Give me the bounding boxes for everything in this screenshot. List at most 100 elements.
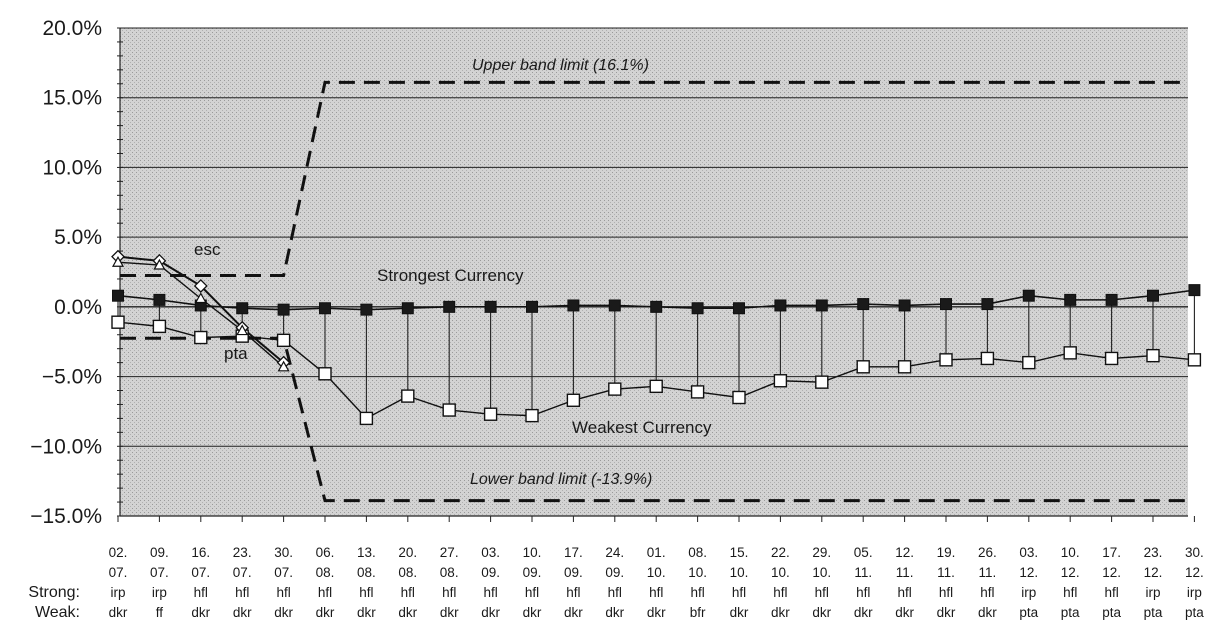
x-tick-month: 08.	[398, 565, 417, 580]
weak-currency-label: ff	[156, 605, 164, 620]
x-tick-date: 09.	[150, 545, 169, 560]
x-tick-month: 10.	[647, 565, 666, 580]
x-tick-date: 03.	[1019, 545, 1038, 560]
x-tick-month: 12.	[1185, 565, 1204, 580]
weak-currency-label: dkr	[357, 605, 376, 620]
x-tick-month: 10.	[688, 565, 707, 580]
y-tick-label: −10.0%	[30, 435, 102, 458]
y-tick-label: 20.0%	[42, 17, 102, 40]
esc-label: esc	[194, 240, 221, 259]
strong-currency-label: irp	[152, 585, 167, 600]
x-tick-date: 12.	[895, 545, 914, 560]
x-tick-date: 29.	[812, 545, 831, 560]
weak-currency-label: dkr	[316, 605, 335, 620]
pta-point	[236, 324, 249, 336]
weakest-currency-point	[939, 353, 953, 367]
strong-currency-label: hfl	[649, 585, 663, 600]
weakest-currency-point	[773, 374, 788, 388]
strongest-currency-point	[1064, 293, 1077, 306]
x-tick-date: 30.	[1185, 545, 1204, 560]
strong-currency-label: hfl	[194, 585, 208, 600]
weakest-currency-point	[1063, 346, 1077, 360]
strong-currency-label: hfl	[608, 585, 622, 600]
strongest-currency-point	[1105, 293, 1118, 306]
pta-point	[111, 256, 125, 267]
y-tick-label: 15.0%	[42, 87, 102, 110]
upper-band-label: Upper band limit (16.1%)	[472, 57, 649, 74]
weak-currency-label: pta	[1102, 605, 1121, 620]
x-axis	[117, 515, 1195, 522]
x-tick-date: 24.	[605, 545, 624, 560]
weakest-currency-point	[856, 360, 870, 374]
strong-currency-label: hfl	[235, 585, 249, 600]
x-tick-date: 05.	[854, 545, 873, 560]
strong-currency-label: hfl	[401, 585, 415, 600]
weak-currency-label: dkr	[647, 605, 666, 620]
strongest-currency-point	[1022, 289, 1035, 302]
x-tick-date: 26.	[978, 545, 997, 560]
x-tick-date: 17.	[1102, 545, 1121, 560]
pta-point	[277, 360, 290, 372]
strongest-currency-point	[733, 302, 745, 315]
plot-area	[120, 28, 1188, 516]
strong-currency-label: hfl	[773, 585, 787, 600]
x-tick-date: 23.	[1144, 545, 1163, 560]
annotations: Upper band limit (16.1%) Lower band limi…	[194, 57, 712, 488]
strongest-currency-point	[898, 299, 911, 312]
strong-currency-label: irp	[1145, 585, 1160, 600]
weak-currency-label: dkr	[274, 605, 293, 620]
strongest-currency-point	[319, 302, 331, 315]
strong-currency-label: irp	[1187, 585, 1202, 600]
weakest-currency-point	[649, 379, 663, 394]
x-tick-month: 10.	[771, 565, 790, 580]
x-tick-date: 15.	[730, 545, 749, 560]
weak-currency-label: pta	[1185, 605, 1204, 620]
strongest-currency-point	[112, 289, 124, 302]
weak-currency-label: dkr	[854, 605, 873, 620]
weak-currency-label: pta	[1019, 605, 1038, 620]
weak-currency-label: dkr	[730, 605, 749, 620]
strong-currency-label: hfl	[566, 585, 580, 600]
strongest-currency-point	[277, 303, 290, 316]
x-tick-date: 23.	[233, 545, 252, 560]
y-tick-label: 0.0%	[54, 296, 102, 319]
strongest-currency-label: Strongest Currency	[377, 266, 524, 285]
strong-currency-label: hfl	[897, 585, 911, 600]
strong-currency-label: hfl	[483, 585, 497, 600]
strongest-currency-point	[443, 300, 456, 313]
weak-currency-label: dkr	[191, 605, 210, 620]
weakest-currency-point	[359, 411, 374, 426]
y-tick-label: −15.0%	[30, 505, 102, 528]
strongest-currency-point	[484, 300, 497, 313]
weak-currency-label: dkr	[605, 605, 624, 620]
strong-currency-label: hfl	[359, 585, 373, 600]
x-tick-month: 08.	[357, 565, 376, 580]
x-tick-date: 02.	[109, 545, 128, 560]
weak-currency-label: dkr	[895, 605, 914, 620]
y-tick-label: 5.0%	[54, 226, 102, 249]
weak-currency-label: dkr	[978, 605, 997, 620]
strongest-currency-point	[401, 302, 414, 315]
strong-currency-label: hfl	[318, 585, 332, 600]
strong-currency-label: hfl	[525, 585, 539, 600]
weakest-currency-point	[732, 390, 746, 405]
weak-currency-label: dkr	[481, 605, 500, 620]
weakest-currency-point	[608, 382, 622, 396]
lower-band-label: Lower band limit (-13.9%)	[470, 471, 652, 488]
strongest-currency-point	[774, 299, 787, 312]
strongest-currency-point	[815, 299, 828, 312]
x-tick-month: 12.	[1061, 565, 1080, 580]
strong-currency-label: hfl	[1104, 585, 1118, 600]
weakest-currency-point	[401, 389, 415, 403]
strongest-currency-point	[153, 293, 166, 306]
weak-currency-label: dkr	[440, 605, 459, 620]
weakest-currency-point	[897, 360, 912, 374]
weak-currency-label: bfr	[690, 605, 706, 620]
x-tick-date: 30.	[274, 545, 293, 560]
x-tick-month: 11.	[937, 565, 955, 580]
weak-currency-label: dkr	[771, 605, 790, 620]
weak-currency-label: dkr	[233, 605, 252, 620]
x-tick-date: 19.	[937, 545, 956, 560]
x-tick-month: 09.	[605, 565, 624, 580]
